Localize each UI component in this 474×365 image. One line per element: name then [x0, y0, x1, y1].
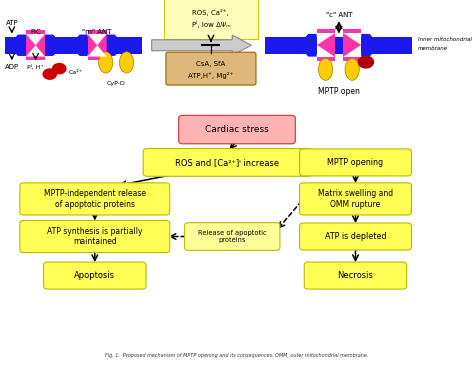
Text: Release of apoptotic
proteins: Release of apoptotic proteins [198, 230, 266, 243]
FancyBboxPatch shape [179, 115, 295, 144]
FancyBboxPatch shape [300, 223, 411, 250]
Circle shape [53, 64, 66, 74]
Text: ATP,H⁺, Mg²⁺: ATP,H⁺, Mg²⁺ [188, 72, 234, 79]
Polygon shape [26, 34, 45, 45]
Polygon shape [152, 35, 251, 55]
Ellipse shape [119, 52, 134, 73]
Text: ATP is depleted: ATP is depleted [325, 232, 386, 241]
Ellipse shape [345, 58, 359, 80]
Text: ROS and [Ca²⁺]ᴵ increase: ROS and [Ca²⁺]ᴵ increase [175, 158, 280, 167]
Circle shape [358, 56, 374, 68]
FancyBboxPatch shape [20, 220, 170, 253]
Text: "m" ANT: "m" ANT [82, 30, 112, 35]
Ellipse shape [99, 52, 113, 73]
Polygon shape [343, 33, 361, 45]
Circle shape [43, 69, 56, 79]
FancyBboxPatch shape [143, 149, 312, 176]
FancyArrow shape [45, 35, 63, 56]
Text: MPTP-independent release
of apoptotic proteins: MPTP-independent release of apoptotic pr… [44, 189, 146, 209]
FancyBboxPatch shape [317, 30, 335, 61]
Polygon shape [317, 45, 335, 57]
Text: ADP: ADP [5, 64, 19, 70]
Polygon shape [88, 34, 107, 45]
Text: Necrosis: Necrosis [337, 271, 374, 280]
Text: Apoptosis: Apoptosis [74, 271, 115, 280]
Text: CsA, SfA: CsA, SfA [196, 61, 226, 67]
FancyBboxPatch shape [44, 262, 146, 289]
FancyArrow shape [70, 35, 88, 56]
Text: ROS, Ca²⁺,: ROS, Ca²⁺, [192, 9, 229, 16]
Text: "c" ANT: "c" ANT [326, 12, 352, 18]
FancyBboxPatch shape [20, 183, 170, 215]
FancyArrow shape [361, 34, 379, 57]
FancyArrow shape [8, 35, 26, 56]
Text: ATP: ATP [6, 20, 18, 26]
FancyBboxPatch shape [343, 30, 361, 61]
FancyArrow shape [299, 34, 317, 57]
FancyBboxPatch shape [304, 262, 407, 289]
Text: MPTP opening: MPTP opening [328, 158, 383, 167]
FancyBboxPatch shape [164, 0, 258, 39]
Polygon shape [26, 45, 45, 57]
Text: PiC: PiC [30, 30, 41, 35]
Text: Fig. 1.  Proposed mechanism of MPTP opening and its consequences. OMM, outer mit: Fig. 1. Proposed mechanism of MPTP openi… [105, 353, 369, 358]
Ellipse shape [319, 58, 333, 80]
Polygon shape [343, 45, 361, 57]
FancyBboxPatch shape [88, 30, 107, 60]
FancyBboxPatch shape [5, 36, 142, 54]
Text: Matrix swelling and
OMM rupture: Matrix swelling and OMM rupture [318, 189, 393, 209]
Text: Pᴵ, low ΔΨₘ: Pᴵ, low ΔΨₘ [191, 21, 230, 28]
Text: MPTP open: MPTP open [318, 87, 360, 96]
Text: ATP synthesis is partially
maintained: ATP synthesis is partially maintained [47, 227, 143, 246]
Text: Ca²⁺: Ca²⁺ [69, 70, 83, 75]
Text: Inner mitochondrial: Inner mitochondrial [418, 36, 472, 42]
Text: Pᴵ, H⁺: Pᴵ, H⁺ [27, 64, 44, 69]
FancyArrow shape [107, 35, 125, 56]
FancyBboxPatch shape [265, 36, 412, 54]
FancyBboxPatch shape [300, 149, 411, 176]
FancyBboxPatch shape [166, 52, 256, 85]
Text: CyP-D: CyP-D [107, 81, 126, 87]
Text: Cardiac stress: Cardiac stress [205, 125, 269, 134]
FancyBboxPatch shape [26, 30, 45, 60]
Polygon shape [317, 33, 335, 45]
FancyBboxPatch shape [184, 223, 280, 250]
Polygon shape [88, 45, 107, 57]
Text: membrane: membrane [418, 46, 448, 51]
FancyBboxPatch shape [300, 183, 411, 215]
